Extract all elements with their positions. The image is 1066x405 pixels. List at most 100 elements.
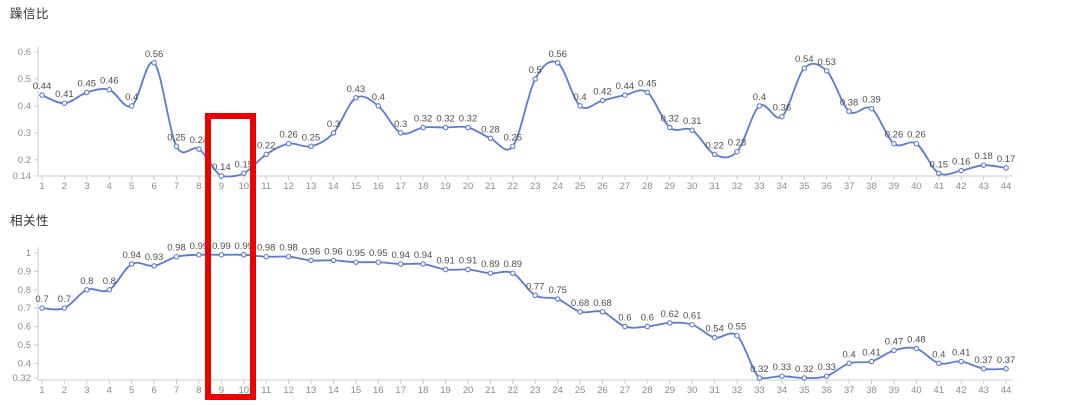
data-point-marker[interactable] [397, 261, 404, 267]
data-point-marker[interactable] [936, 170, 942, 177]
data-point-marker[interactable] [241, 170, 247, 177]
data-point-marker[interactable] [84, 287, 90, 293]
data-point-marker[interactable] [151, 60, 157, 66]
data-point-marker[interactable] [1003, 366, 1009, 372]
data-point-marker[interactable] [554, 60, 561, 66]
data-point-label: 0.45 [638, 78, 657, 89]
x-tick-label: 42 [956, 181, 967, 192]
data-point-marker[interactable] [285, 140, 292, 147]
data-point-marker[interactable] [868, 105, 875, 112]
data-point-marker[interactable] [61, 100, 68, 106]
data-point-marker[interactable] [980, 162, 987, 168]
data-point-marker[interactable] [397, 130, 404, 136]
data-point-marker[interactable] [39, 92, 45, 98]
data-point-marker[interactable] [84, 89, 90, 96]
data-point-marker[interactable] [128, 261, 135, 267]
data-point-marker[interactable] [846, 108, 852, 115]
data-point-marker[interactable] [532, 292, 538, 299]
data-point-marker[interactable] [577, 309, 583, 315]
data-point-marker[interactable] [667, 124, 673, 131]
line-chart-noise-signal-ratio[interactable]: 0.60.50.40.30.20.141 2 3 4 5 6 7 8 9 10 11 12 13 14 15… [0, 0, 1066, 200]
data-point-marker[interactable] [128, 103, 135, 109]
line-chart-correlation[interactable]: 10.90.80.70.60.50.40.321 2 3 4 5 6 7 8 9 10 11 12 13… [0, 200, 1066, 405]
data-point-marker[interactable] [599, 97, 606, 104]
data-point-marker[interactable] [936, 360, 942, 367]
data-point-marker[interactable] [667, 320, 673, 326]
data-point-label: 0.4 [753, 92, 766, 103]
data-point-marker[interactable] [958, 167, 964, 174]
data-point-marker[interactable] [106, 86, 113, 93]
data-point-marker[interactable] [241, 252, 247, 258]
data-point-marker[interactable] [644, 89, 651, 96]
data-point-marker[interactable] [644, 323, 651, 330]
data-point-marker[interactable] [599, 309, 606, 315]
data-point-marker[interactable] [196, 146, 202, 152]
data-point-label: 0.36 [773, 103, 792, 114]
data-point-marker[interactable] [622, 323, 628, 330]
data-point-marker[interactable] [151, 263, 157, 269]
data-point-marker[interactable] [554, 296, 561, 302]
data-point-marker[interactable] [196, 252, 202, 258]
data-point-marker[interactable] [353, 259, 359, 265]
data-point-marker[interactable] [263, 151, 269, 158]
data-point-marker[interactable] [375, 259, 382, 265]
data-point-marker[interactable] [510, 143, 516, 150]
data-point-marker[interactable] [958, 358, 964, 365]
data-point-marker[interactable] [756, 375, 763, 381]
data-point-marker[interactable] [173, 253, 180, 260]
data-point-marker[interactable] [622, 92, 628, 98]
data-point-marker[interactable] [465, 124, 471, 131]
data-point-marker[interactable] [375, 103, 382, 109]
data-point-marker[interactable] [711, 151, 718, 158]
data-point-marker[interactable] [173, 143, 180, 150]
data-point-marker[interactable] [308, 143, 314, 150]
data-point-marker[interactable] [980, 366, 987, 372]
data-point-marker[interactable] [39, 305, 45, 311]
data-point-marker[interactable] [756, 103, 763, 109]
data-point-marker[interactable] [734, 332, 740, 339]
data-point-marker[interactable] [420, 261, 426, 267]
data-point-marker[interactable] [465, 266, 471, 273]
data-point-marker[interactable] [1003, 165, 1009, 171]
data-point-marker[interactable] [689, 321, 695, 328]
data-point-marker[interactable] [846, 360, 852, 367]
data-point-marker[interactable] [913, 140, 920, 147]
data-point-marker[interactable] [801, 65, 808, 71]
data-point-marker[interactable] [353, 95, 359, 101]
data-point-marker[interactable] [779, 373, 785, 379]
data-point-marker[interactable] [330, 130, 337, 136]
data-point-marker[interactable] [711, 334, 718, 341]
data-point-marker[interactable] [823, 373, 830, 379]
data-point-marker[interactable] [442, 124, 449, 131]
data-point-marker[interactable] [487, 270, 494, 276]
data-point-marker[interactable] [779, 113, 785, 120]
x-tick-label: 19 [440, 181, 451, 192]
data-point-label: 0.75 [548, 285, 567, 296]
data-point-marker[interactable] [218, 252, 225, 258]
data-point-marker[interactable] [487, 135, 494, 142]
data-point-marker[interactable] [285, 253, 292, 260]
data-point-marker[interactable] [510, 270, 516, 276]
data-point-marker[interactable] [823, 68, 830, 74]
data-point-label: 0.95 [369, 248, 388, 259]
y-tick-label: 0.32 [13, 373, 32, 384]
data-point-label: 0.37 [974, 355, 993, 366]
data-point-marker[interactable] [577, 103, 583, 109]
data-point-marker[interactable] [891, 347, 897, 354]
data-point-marker[interactable] [106, 287, 113, 293]
data-point-marker[interactable] [308, 257, 314, 264]
data-point-marker[interactable] [442, 266, 449, 273]
data-point-marker[interactable] [218, 173, 225, 179]
data-point-marker[interactable] [420, 124, 426, 131]
data-point-marker[interactable] [689, 127, 695, 133]
x-tick-label: 20 [463, 385, 474, 396]
data-point-marker[interactable] [330, 257, 337, 264]
data-point-marker[interactable] [734, 148, 740, 155]
data-point-marker[interactable] [532, 76, 538, 82]
data-point-marker[interactable] [263, 253, 269, 260]
data-point-marker[interactable] [868, 358, 875, 365]
data-point-marker[interactable] [61, 305, 68, 311]
data-point-marker[interactable] [891, 140, 897, 147]
data-point-marker[interactable] [801, 375, 808, 381]
data-point-marker[interactable] [913, 345, 920, 352]
